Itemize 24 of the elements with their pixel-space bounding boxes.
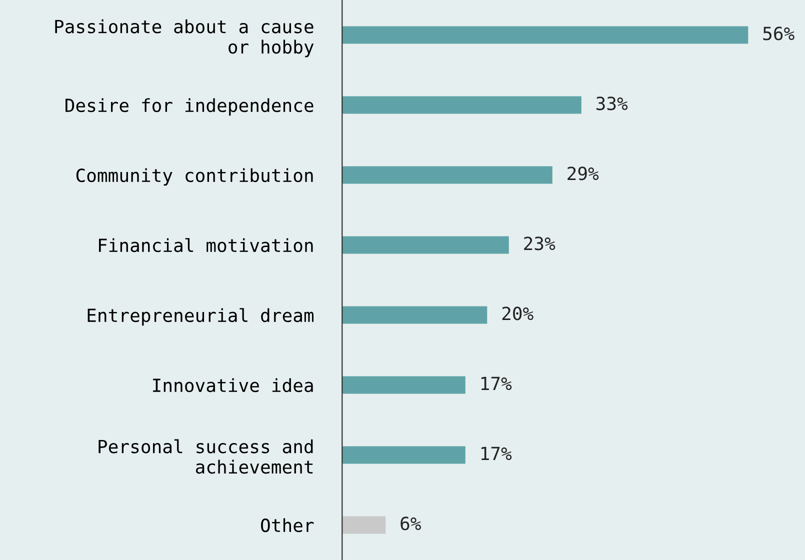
bar [342,376,466,394]
y-tick-label: Desire for independence [66,98,314,116]
y-tick-label: Entrepreneurial dream [88,308,314,326]
y-tick-label: Personal success and achievement [98,439,313,474]
y-tick-label: Financial motivation [99,238,313,252]
data-label: 56% [763,26,794,40]
bar [342,236,509,254]
bar [342,26,748,44]
bar [342,166,552,184]
data-label: 33% [596,96,628,110]
data-label: 23% [524,236,556,250]
y-tick-label: Innovative idea [153,378,313,392]
y-tick-label: Other [261,518,314,532]
bar [342,306,488,324]
data-label: 17% [481,446,512,460]
data-label: 20% [502,306,534,320]
bar [342,96,582,114]
bar [342,516,386,534]
y-tick-label: Community contribution [76,168,313,186]
data-label: 17% [481,376,512,390]
y-tick-label: Passionate about a cause or hobby [55,19,314,58]
data-label: 6% [400,516,421,530]
data-label: 29% [568,166,599,180]
bar [342,446,466,464]
